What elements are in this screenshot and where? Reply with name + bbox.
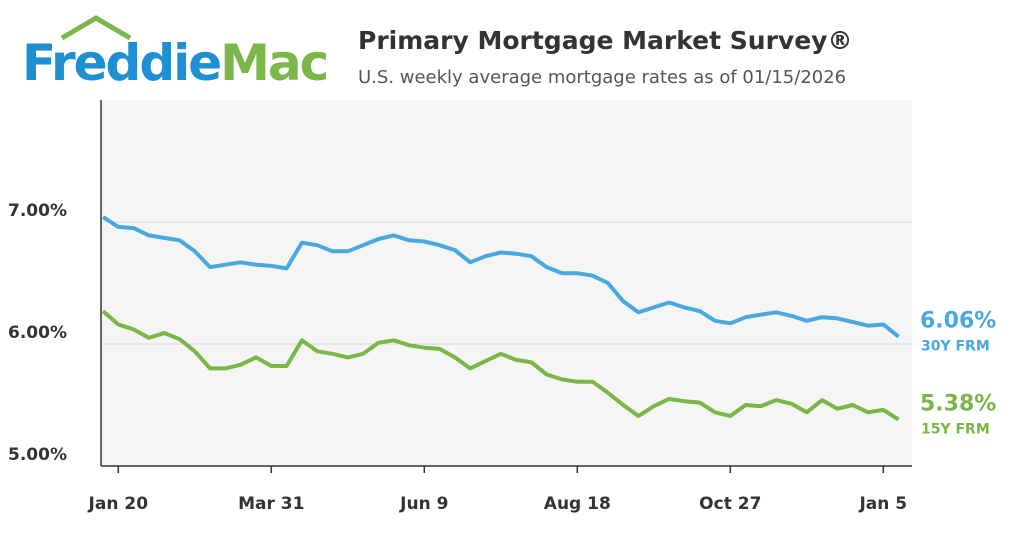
y-tick-label: 6.00% (8, 323, 67, 343)
y-tick-label: 7.00% (8, 201, 67, 221)
logo: FreddieMac (22, 34, 327, 92)
plot-area (101, 100, 912, 466)
end-value-label: 5.38% (920, 392, 996, 417)
x-tick-label: Jan 20 (88, 494, 149, 514)
x-tick-label: Jun 9 (399, 494, 448, 514)
series-line (101, 309, 900, 422)
x-tick-label: Aug 18 (544, 494, 611, 514)
logo-roof (60, 15, 132, 41)
series-line (101, 215, 900, 339)
legend-label: 30Y FRM (921, 339, 990, 355)
x-tick-label: Jan 5 (858, 494, 907, 514)
y-tick-label: 5.00% (8, 445, 67, 465)
chart-title: Primary Mortgage Market Survey® (358, 26, 852, 55)
chart-subtitle: U.S. weekly average mortgage rates as of… (358, 67, 846, 88)
legend-label: 15Y FRM (921, 422, 990, 438)
x-tick-label: Oct 27 (699, 494, 761, 514)
x-tick-label: Mar 31 (238, 494, 304, 514)
end-value-label: 6.06% (920, 309, 996, 334)
